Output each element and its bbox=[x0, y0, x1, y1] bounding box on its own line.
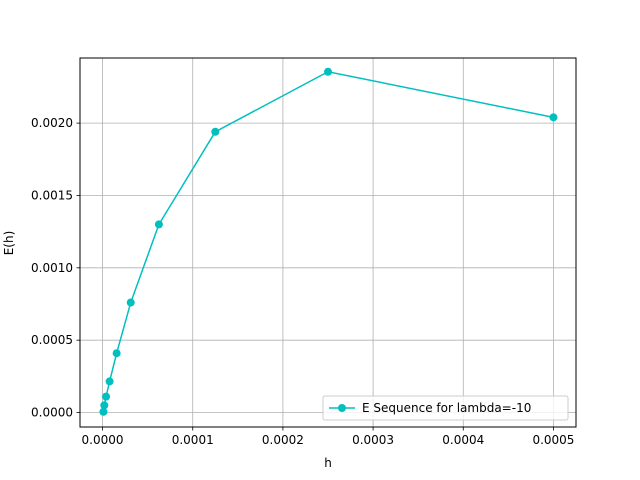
y-tick-label: 0.0000 bbox=[31, 406, 73, 420]
x-tick-label: 0.0000 bbox=[82, 433, 124, 447]
y-tick-label: 0.0010 bbox=[31, 261, 73, 275]
y-tick-label: 0.0020 bbox=[31, 116, 73, 130]
data-point bbox=[100, 401, 109, 410]
grid bbox=[80, 58, 576, 427]
plot-frame bbox=[79, 57, 577, 428]
series-line bbox=[102, 70, 554, 412]
x-tick-label: 0.0002 bbox=[262, 433, 304, 447]
data-point bbox=[549, 113, 558, 122]
data-point bbox=[126, 298, 135, 307]
y-tick-label: 0.0015 bbox=[31, 188, 73, 202]
x-axis-label: h bbox=[324, 456, 332, 470]
data-point bbox=[99, 407, 108, 416]
y-tick-label: 0.0005 bbox=[31, 333, 73, 347]
legend-label: E Sequence for lambda=-10 bbox=[362, 401, 531, 415]
legend-marker bbox=[338, 404, 346, 412]
y-axis-label: E(h) bbox=[2, 231, 16, 256]
data-point bbox=[102, 392, 111, 401]
x-tick-label: 0.0001 bbox=[172, 433, 214, 447]
x-tick-label: 0.0004 bbox=[442, 433, 484, 447]
data-point bbox=[112, 349, 121, 358]
x-tick-label: 0.0005 bbox=[532, 433, 574, 447]
legend: E Sequence for lambda=-10 bbox=[322, 395, 569, 421]
x-axis: 0.0000 0.0001 0.0002 0.0003 0.0004 0.0005 bbox=[82, 427, 574, 447]
data-point bbox=[324, 67, 332, 76]
x-tick-label: 0.0003 bbox=[352, 433, 394, 447]
legend-box bbox=[322, 395, 569, 421]
data-point bbox=[105, 377, 114, 386]
data-point bbox=[154, 220, 163, 229]
series-layer bbox=[99, 67, 558, 416]
data-point bbox=[211, 127, 220, 136]
y-axis: 0.0000 0.0005 0.0010 0.0015 0.0020 bbox=[31, 116, 80, 420]
